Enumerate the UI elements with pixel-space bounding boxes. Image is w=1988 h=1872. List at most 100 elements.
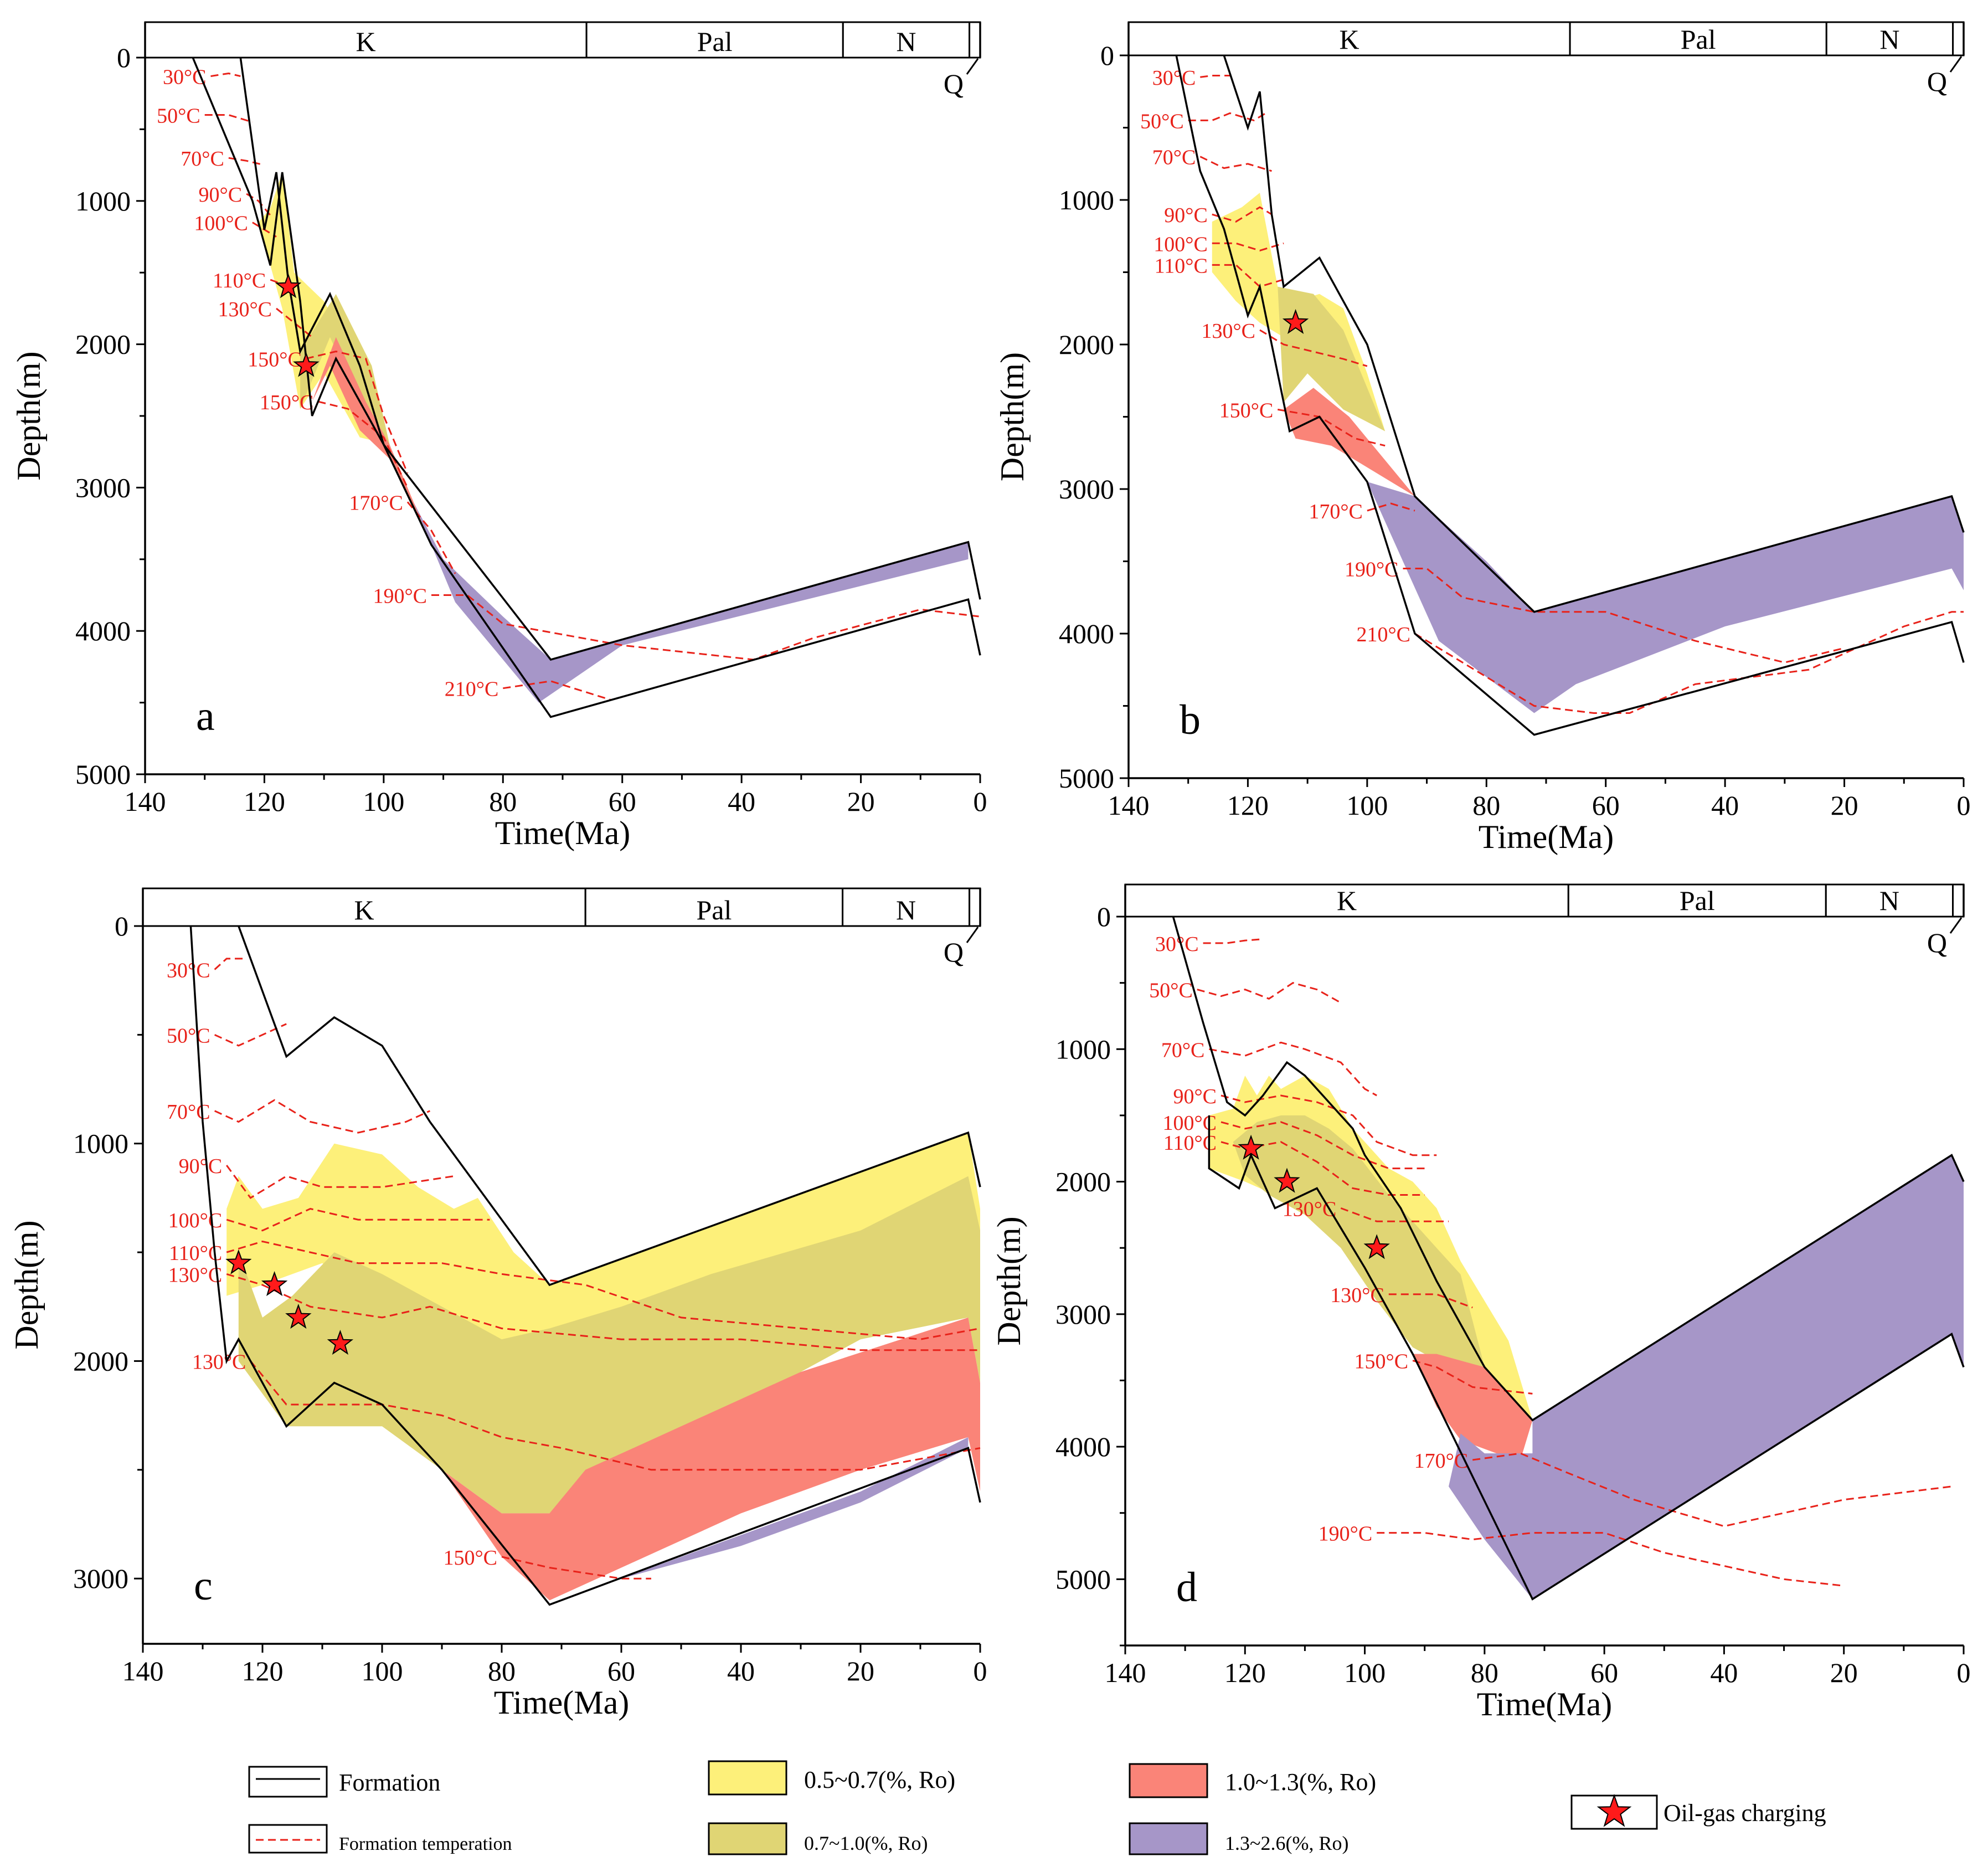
x-tick-label: 140 [122,1655,164,1686]
period-cell-Pal [1567,883,1827,918]
period-label-Pal: Pal [1680,885,1715,916]
isotherm-label: 90°C [1164,204,1208,227]
y-tick-label: 2000 [73,1346,128,1377]
x-tick-label: 0 [974,786,987,817]
isotherm-line [214,958,245,970]
isotherm-line [1212,242,1284,251]
period-label-N: N [1879,24,1899,55]
isotherm-label: 150°C [260,391,314,414]
isotherm-label: 70°C [1152,146,1196,169]
oil-gas-charging-star-icon [225,1249,252,1274]
isotherm-label: 150°C [443,1546,497,1570]
x-tick-label: 40 [728,786,755,817]
x-tick-label: 100 [1346,790,1388,821]
period-label-K: K [1339,24,1359,55]
isotherm-line [1203,938,1263,944]
panel-letter: d [1176,1564,1197,1611]
isotherm-line [1220,1121,1425,1170]
y-tick-label: 4000 [75,615,131,646]
isotherm-label: 150°C [1354,1350,1409,1374]
isotherm-label: 190°C [1345,558,1399,582]
isotherm-label: 150°C [1219,399,1274,422]
oil-gas-charging-star-icon [285,1303,312,1329]
period-q-leader [966,927,979,943]
maturity-zone-1-3-2-6 [413,502,969,703]
y-tick-label: 5000 [1055,1564,1111,1595]
isotherm-label: 30°C [1152,66,1196,90]
period-label-Pal: Pal [696,894,732,925]
x-tick-label: 20 [1830,1657,1858,1688]
x-tick-label: 20 [847,1655,874,1686]
isotherm-label: 150°C [248,348,302,372]
isotherm-line [1340,1207,1449,1222]
y-tick-label: 2000 [1055,1166,1111,1197]
isotherm-label: 110°C [1155,254,1208,277]
isotherm-line [1278,408,1386,447]
isotherm-label: 90°C [199,183,243,207]
legend-label-formation: Formation [339,1769,440,1796]
isotherm-line [1377,1532,1844,1587]
y-tick-label: 0 [1100,40,1114,71]
x-tick-label: 60 [1592,790,1620,821]
y-tick-label: 1000 [75,186,131,217]
x-tick-label: 60 [1590,1657,1618,1688]
oil-gas-charging-star-icon [293,352,320,377]
panel-d: 30°C50°C70°C90°C100°C110°C130°C130°C150°… [991,883,1971,1722]
x-axis-title: Time(Ma) [1479,819,1614,855]
isotherm-line [1200,75,1230,78]
isotherm-line [1259,329,1368,367]
y-tick-label: 0 [117,42,131,73]
isotherm-line [431,594,981,661]
y-tick-label: 3000 [73,1563,128,1594]
isotherm-label: 170°C [1309,500,1363,523]
legend-label-ro-05-07: 0.5~0.7(%, Ro) [804,1766,955,1793]
formation-line [189,925,981,1606]
period-label-Q: Q [1927,927,1947,958]
oil-gas-charging-star-icon [1363,1234,1390,1259]
isotherm-label: 130°C [1283,1197,1337,1221]
isotherm-label: 130°C [192,1351,246,1374]
isotherm-label: 130°C [218,298,272,321]
isotherm-label: 90°C [179,1155,223,1178]
isotherm-label: 70°C [1161,1038,1205,1062]
isotherm-label: 190°C [373,585,427,608]
period-label-Q: Q [1927,66,1947,97]
isotherm-line [204,114,253,123]
isotherm-line [214,1099,431,1134]
period-q-leader [1949,56,1963,73]
isotherm-label: 50°C [167,1024,210,1047]
maturity-zone-1-0-1-3 [1284,388,1415,496]
x-tick-label: 80 [488,1655,516,1686]
isotherm-line [1412,1360,1533,1395]
legend-swatch-formation [248,1766,328,1798]
legend-label-ro-13-26: 1.3~2.6(%, Ro) [1225,1832,1348,1854]
isotherm-line [228,157,265,166]
isotherm-label: 170°C [1414,1449,1469,1473]
oil-gas-charging-star-icon [275,273,302,299]
x-tick-label: 80 [1472,790,1500,821]
x-tick-label: 100 [362,1655,403,1686]
y-tick-label: 2000 [75,329,131,360]
isotherm-line [503,680,611,701]
legend-label-ro-07-10: 0.7~1.0(%, Ro) [804,1832,928,1854]
x-tick-label: 40 [1710,1657,1738,1688]
period-label-Q: Q [944,68,964,99]
maturity-zone-0-7-1-0 [238,1176,980,1514]
x-tick-label: 0 [1957,790,1971,821]
period-cell-N [842,21,971,59]
isotherm-line [1209,1041,1377,1097]
period-cell-Q [1952,21,1965,56]
y-tick-label: 0 [1097,901,1111,932]
isotherm-line [1199,156,1272,172]
x-tick-label: 140 [125,786,166,817]
period-label-Pal: Pal [697,26,733,57]
isotherm-label: 170°C [349,491,403,515]
period-cell-K [142,887,586,927]
x-tick-label: 0 [1957,1657,1971,1688]
period-q-leader [1949,917,1963,934]
isotherm-label: 190°C [1319,1523,1373,1546]
oil-gas-charging-star-icon [1274,1168,1300,1193]
formation-line [1208,1115,1965,1601]
period-cell-Pal [585,21,844,59]
